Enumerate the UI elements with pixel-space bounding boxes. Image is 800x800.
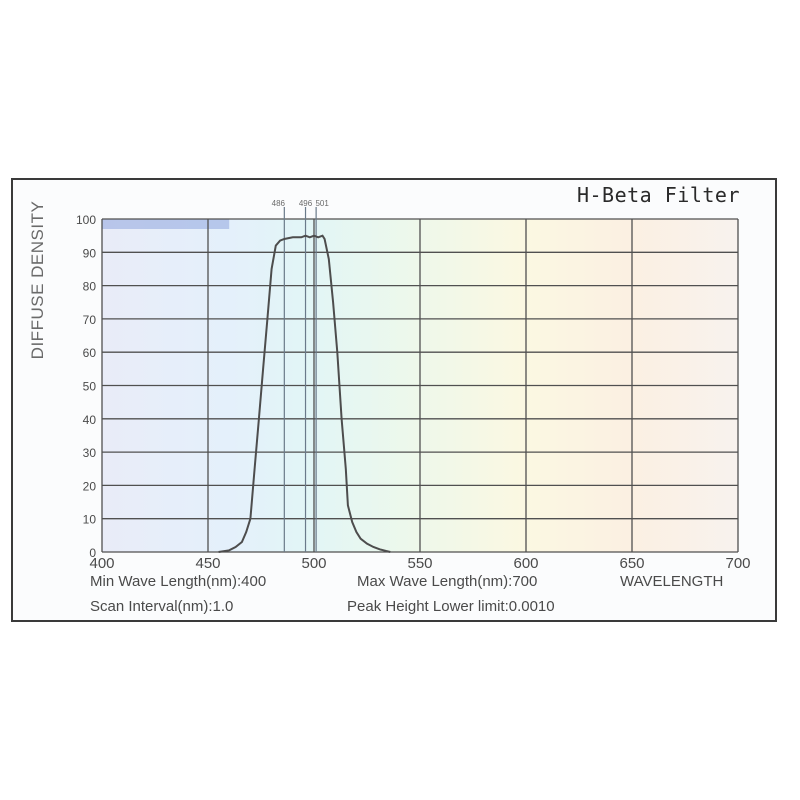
y-tick-label: 20	[83, 479, 97, 493]
y-tick-label: 90	[83, 246, 97, 260]
y-tick-label: 40	[83, 413, 97, 427]
y-tick-label: 30	[83, 446, 97, 460]
top-blue-band	[102, 219, 230, 229]
scan-interval: Scan Interval(nm):1.0	[90, 598, 234, 615]
min-wave-length: Min Wave Length(nm):400	[90, 573, 267, 590]
x-tick-label: 600	[513, 555, 538, 572]
marker-label: 501	[315, 199, 329, 208]
series-line-h-beta	[218, 234, 391, 553]
x-tick-label: 550	[407, 555, 432, 572]
x-tick-label: 650	[619, 555, 644, 572]
max-wave-length: Max Wave Length(nm):700	[357, 573, 538, 590]
y-tick-label: 50	[83, 380, 97, 394]
y-axis-label: DIFFUSE DENSITY	[28, 200, 47, 360]
x-tick-label: 500	[301, 555, 326, 572]
x-tick-label: 400	[89, 555, 114, 572]
x-tick-label: 450	[195, 555, 220, 572]
y-tick-label: 100	[76, 213, 96, 227]
y-tick-label: 0	[89, 546, 96, 560]
y-tick-label: 80	[83, 280, 97, 294]
marker-label: 496	[299, 199, 313, 208]
x-tick-label: 700	[725, 555, 750, 572]
peak-height-lower-limit: Peak Height Lower limit:0.0010	[347, 598, 555, 615]
y-tick-label: 10	[83, 513, 97, 527]
y-tick-label: 60	[83, 346, 97, 360]
x-axis-label: WAVELENGTH	[620, 573, 724, 590]
y-tick-label: 70	[83, 313, 97, 327]
chart-title: H-Beta Filter	[576, 183, 740, 207]
marker-label: 486	[272, 199, 286, 208]
